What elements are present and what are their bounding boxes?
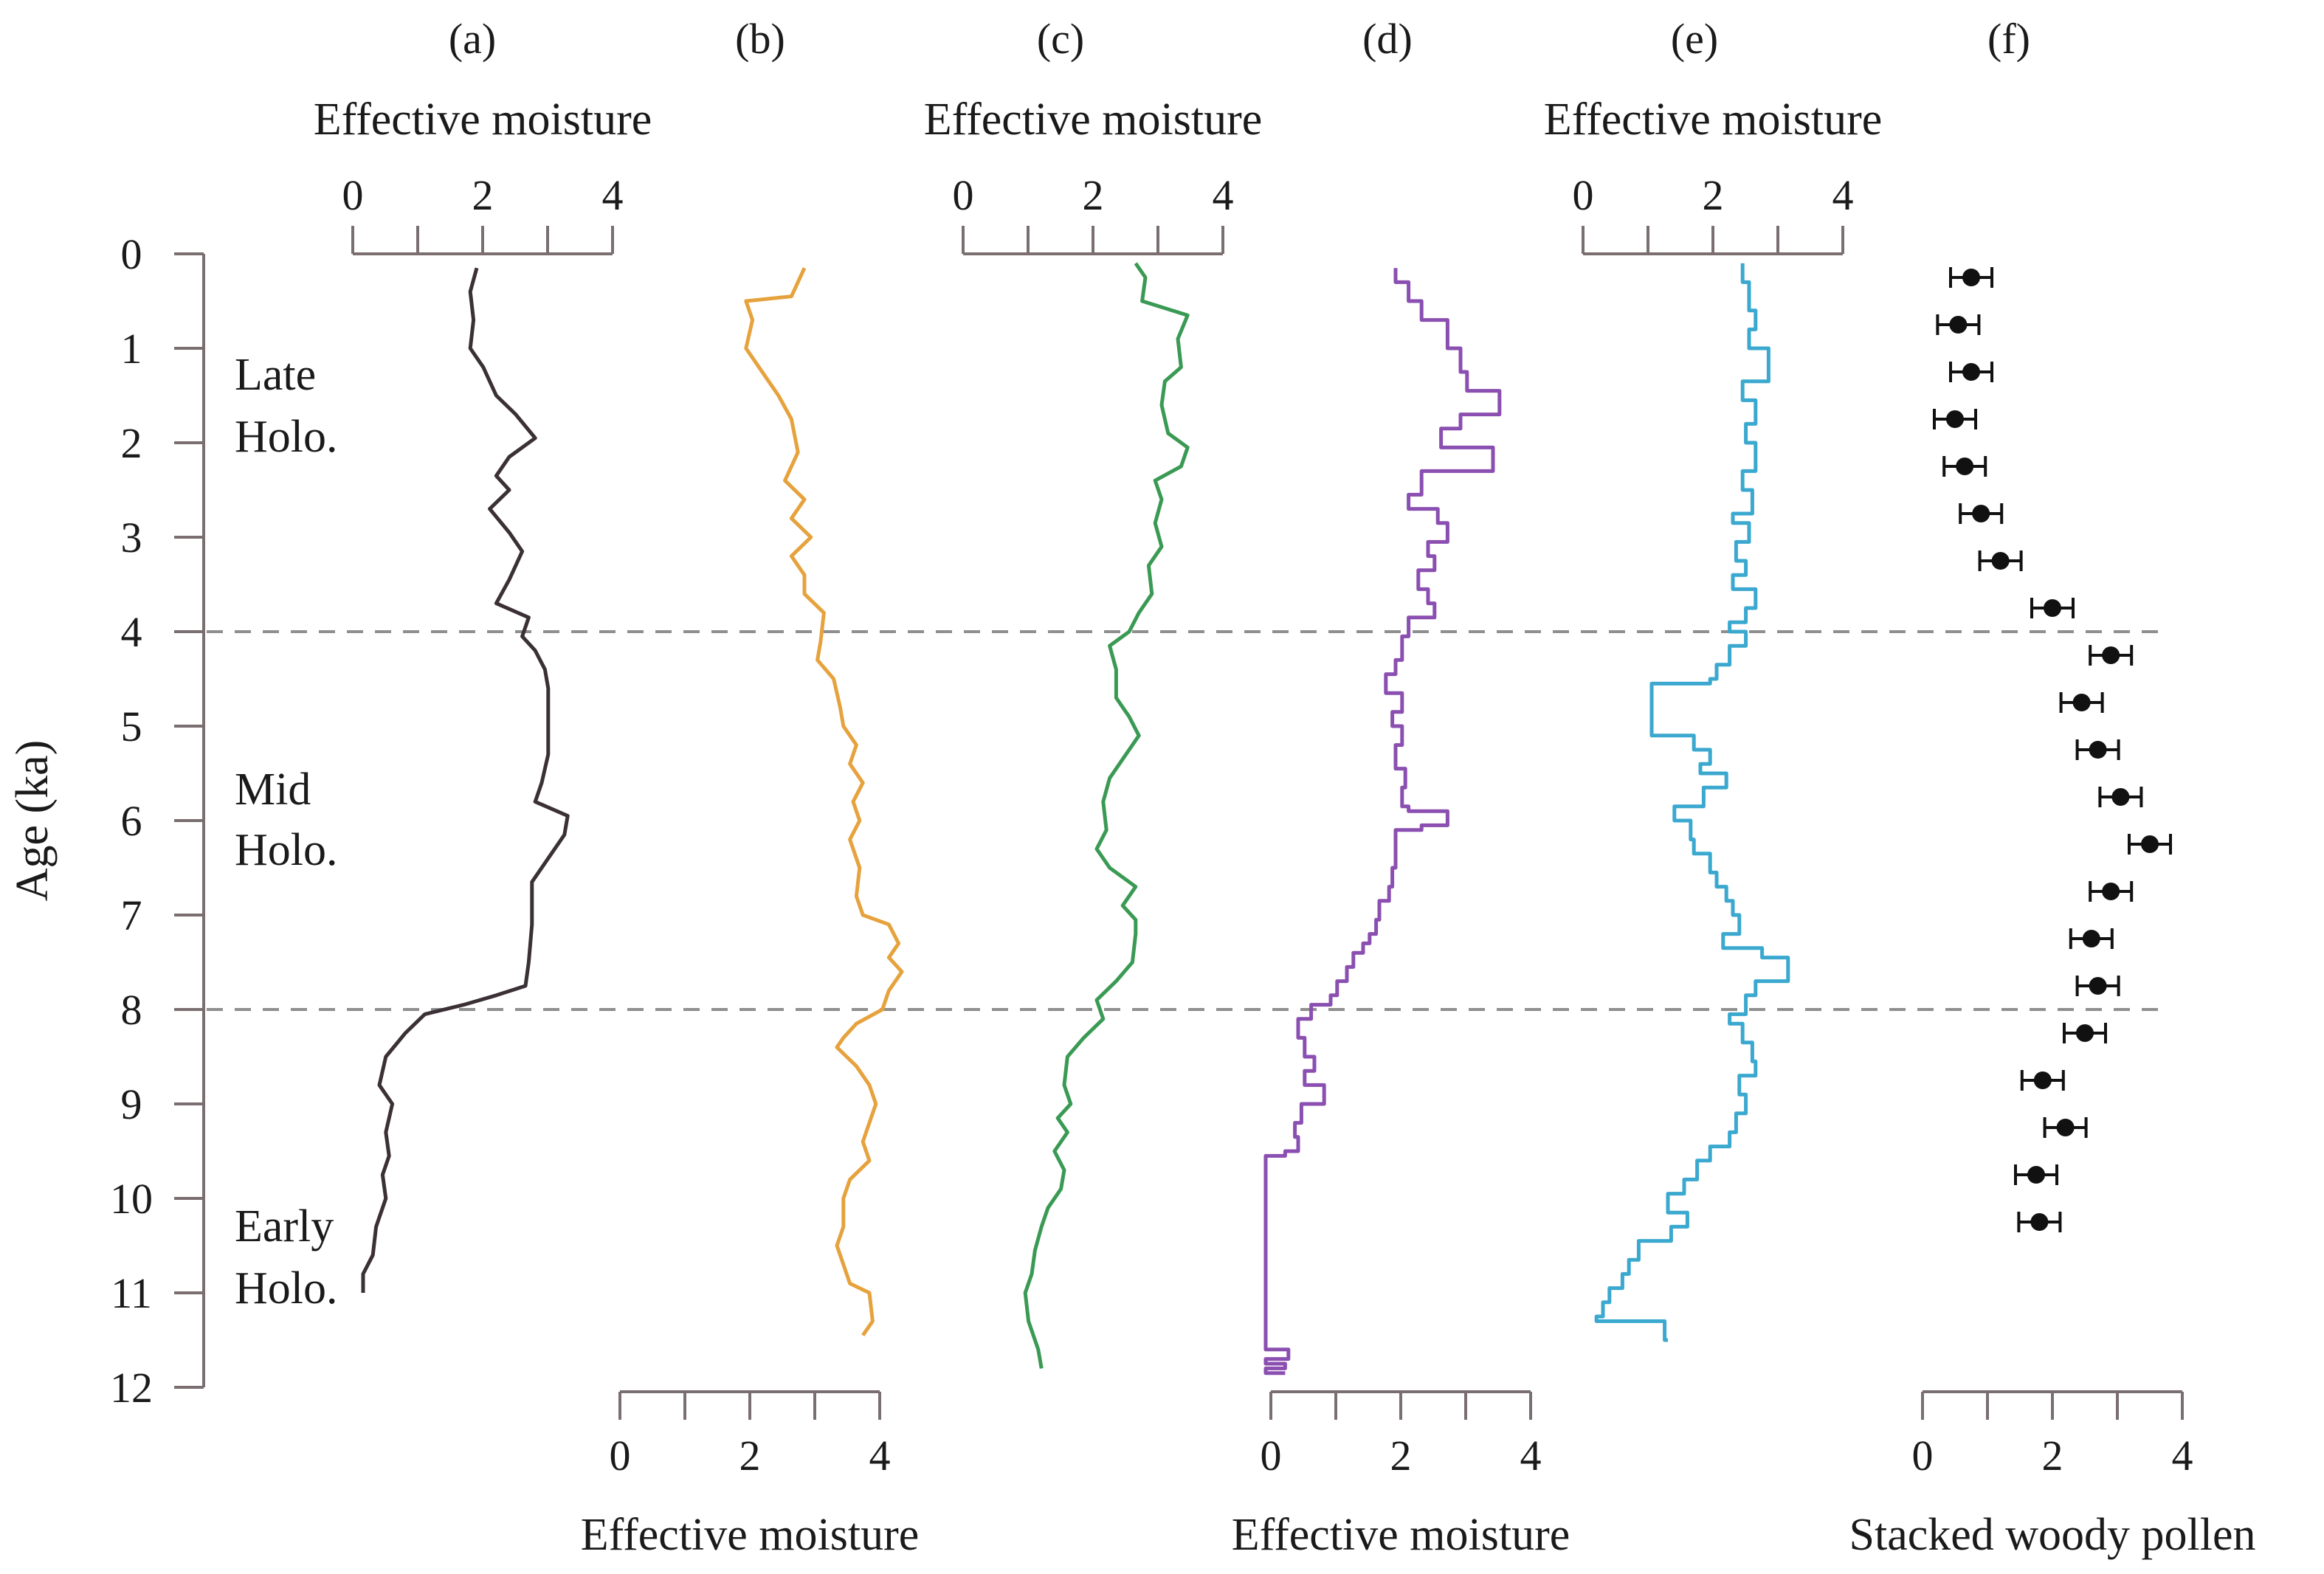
series-line-d — [1263, 268, 1502, 1375]
pollen-point-11 — [2111, 788, 2130, 806]
bottom-tick-label-1-4: 4 — [1520, 1432, 1542, 1480]
bottom-axis-title-0: Effective moisture — [581, 1510, 920, 1560]
y-tick-label-2: 2 — [121, 419, 142, 467]
top-axis-title-0: Effective moisture — [314, 94, 652, 145]
bottom-tick-label-0-0: 0 — [610, 1432, 631, 1480]
y-tick-label-5: 5 — [121, 703, 142, 750]
pollen-point-1 — [1949, 316, 1968, 334]
pollen-point-4 — [1956, 458, 1974, 475]
period-label-1-1: Holo. — [235, 825, 338, 875]
panel-label-5: (f) — [1987, 15, 2030, 63]
y-tick-label-3: 3 — [121, 514, 142, 562]
series-line-e — [1594, 263, 1790, 1342]
pollen-point-17 — [2033, 1071, 2052, 1089]
bottom-tick-label-0-2: 2 — [739, 1432, 761, 1480]
y-tick-label-12: 12 — [110, 1364, 153, 1412]
y-tick-label-7: 7 — [121, 891, 142, 939]
series-line-a — [361, 267, 570, 1293]
panel-label-2: (c) — [1037, 15, 1084, 63]
y-tick-label-10: 10 — [110, 1175, 153, 1223]
top-tick-label-2-4: 4 — [1832, 171, 1854, 219]
top-axis-0: 0 2 4 Effective moisture — [314, 94, 652, 255]
top-tick-label-2-0: 0 — [1573, 171, 1594, 219]
period-label-0-1: Holo. — [235, 412, 338, 462]
y-tick-label-6: 6 — [121, 797, 142, 845]
pollen-point-12 — [2141, 835, 2159, 853]
bottom-axis-0: 0 2 4 Effective moisture — [581, 1390, 920, 1560]
bottom-tick-label-2-0: 0 — [1912, 1432, 1934, 1480]
y-tick-label-4: 4 — [121, 608, 142, 656]
pollen-point-5 — [1972, 505, 1990, 522]
period-label-0-0: Late — [235, 350, 316, 400]
pollen-point-18 — [2056, 1119, 2075, 1136]
pollen-point-6 — [1991, 552, 2010, 570]
top-axis-1: 0 2 4 Effective moisture — [924, 94, 1263, 255]
series-line-b — [744, 267, 904, 1337]
bottom-tick-label-0-4: 4 — [869, 1432, 891, 1480]
pollen-point-14 — [2082, 930, 2100, 947]
y-tick-label-8: 8 — [121, 986, 142, 1034]
y-tick-label-0: 0 — [121, 230, 142, 278]
top-tick-label-1-0: 0 — [953, 171, 974, 219]
pollen-point-13 — [2102, 883, 2120, 900]
pollen-point-8 — [2102, 646, 2120, 664]
pollen-series — [1933, 267, 2172, 1232]
top-tick-label-0-0: 0 — [342, 171, 364, 219]
panel-label-1: (b) — [735, 15, 785, 63]
top-axis-title-2: Effective moisture — [1544, 94, 1883, 145]
y-tick-label-11: 11 — [111, 1269, 152, 1317]
pollen-point-15 — [2089, 977, 2107, 995]
pollen-point-9 — [2072, 694, 2091, 711]
y-axis-title: Age (ka) — [7, 740, 58, 902]
top-tick-label-2-2: 2 — [1703, 171, 1724, 219]
pollen-point-0 — [1962, 269, 1980, 286]
pollen-point-2 — [1962, 363, 1980, 381]
top-axis-title-1: Effective moisture — [924, 94, 1263, 145]
top-tick-label-0-2: 2 — [472, 171, 494, 219]
pollen-point-10 — [2089, 741, 2107, 759]
top-tick-label-0-4: 4 — [602, 171, 624, 219]
bottom-tick-label-1-2: 2 — [1390, 1432, 1412, 1480]
top-tick-label-1-4: 4 — [1213, 171, 1234, 219]
top-axis-2: 0 2 4 Effective moisture — [1544, 94, 1883, 255]
series-line-c — [1023, 262, 1190, 1369]
bottom-tick-label-2-2: 2 — [2042, 1432, 2063, 1480]
panel-label-0: (a) — [449, 15, 496, 63]
pollen-point-3 — [1946, 410, 1964, 428]
period-label-1-0: Mid — [235, 764, 311, 815]
bottom-tick-label-2-4: 4 — [2172, 1432, 2193, 1480]
panel-label-3: (d) — [1362, 15, 1413, 63]
pollen-point-7 — [2044, 599, 2061, 617]
top-tick-label-1-2: 2 — [1083, 171, 1104, 219]
period-label-2-0: Early — [235, 1201, 334, 1252]
period-label-2-1: Holo. — [235, 1263, 338, 1314]
y-tick-label-9: 9 — [121, 1080, 142, 1128]
panel-label-4: (e) — [1671, 15, 1718, 63]
y-tick-label-1: 1 — [121, 325, 142, 373]
bottom-tick-label-1-0: 0 — [1261, 1432, 1282, 1480]
pollen-point-16 — [2076, 1024, 2094, 1042]
bottom-axis-title-2: Stacked woody pollen — [1849, 1510, 2255, 1560]
bottom-axis-title-1: Effective moisture — [1232, 1510, 1570, 1560]
bottom-axis-1: 0 2 4 Effective moisture — [1232, 1390, 1570, 1560]
pollen-point-20 — [2030, 1213, 2049, 1231]
bottom-axis-2: 0 2 4 Stacked woody pollen — [1849, 1390, 2256, 1560]
pollen-point-19 — [2027, 1166, 2045, 1184]
